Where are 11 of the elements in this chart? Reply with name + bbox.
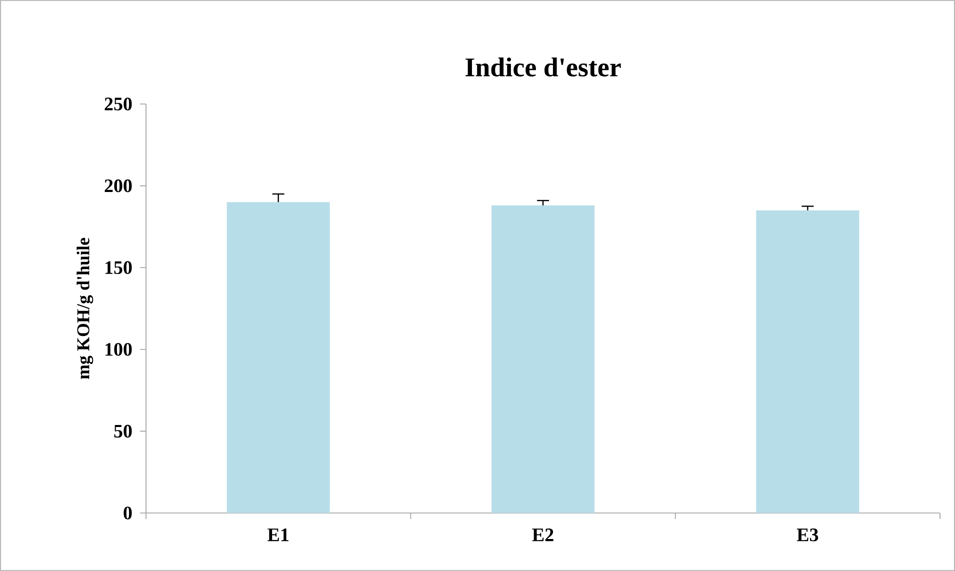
x-tick-label: E2 [532,528,554,542]
x-tick-label: E3 [796,528,818,542]
y-tick-label: 250 [104,98,132,110]
y-axis-title: mg KOH/g d'huile [76,238,94,380]
x-tick-label: E1 [268,528,288,542]
y-tick-label: 50 [114,424,132,438]
chart-title: Indice d'ester [466,58,621,76]
y-tick-label: 100 [105,342,132,356]
y-tick-label: 0 [124,506,132,520]
y-tick-label: 150 [105,261,132,274]
y-tick-label: 200 [104,179,132,192]
